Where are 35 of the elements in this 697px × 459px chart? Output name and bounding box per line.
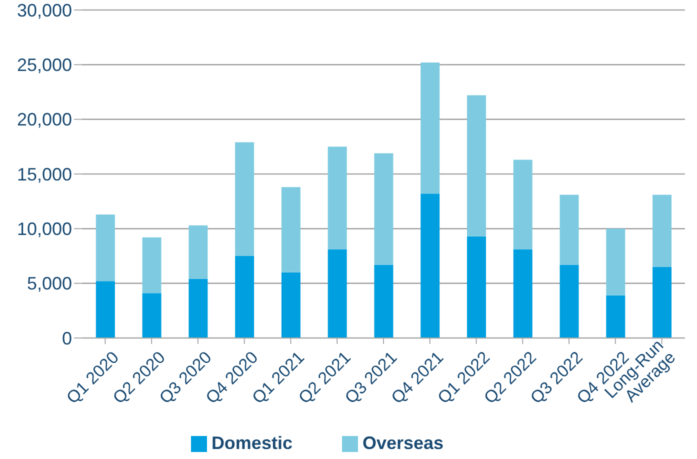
- bar: [188, 278, 208, 338]
- y-tick-label: 0: [62, 328, 72, 348]
- bar: [328, 146, 347, 250]
- bar: [188, 225, 208, 279]
- bar: [466, 236, 486, 338]
- bar: [513, 160, 532, 250]
- y-tick-label: 10,000: [16, 219, 72, 240]
- bar: [420, 194, 440, 338]
- bar: [420, 62, 440, 194]
- bar: [281, 272, 300, 338]
- bar: [652, 194, 672, 267]
- bar: [652, 266, 672, 338]
- bar: [96, 214, 115, 282]
- y-tick-label: 15,000: [16, 164, 72, 184]
- y-tick-label: 25,000: [16, 55, 72, 76]
- bar: [606, 295, 626, 338]
- bar: [466, 95, 486, 236]
- bar: [328, 249, 347, 338]
- bar: [96, 281, 115, 338]
- bar: [142, 293, 162, 338]
- y-tick-label: 5,000: [26, 274, 72, 294]
- bar: [560, 194, 579, 265]
- bar: [374, 153, 394, 265]
- bar: [235, 142, 254, 256]
- legend-label: Overseas: [362, 433, 444, 453]
- bar: [606, 228, 626, 296]
- bar: [374, 264, 394, 338]
- y-tick-label: 20,000: [16, 110, 72, 130]
- bar: [235, 256, 254, 338]
- bar: [560, 264, 579, 338]
- bar: [142, 237, 162, 294]
- y-tick-label: 30,000: [16, 0, 72, 20]
- bar: [513, 249, 532, 338]
- legend-label: Domestic: [211, 433, 292, 453]
- bar: [281, 187, 300, 272]
